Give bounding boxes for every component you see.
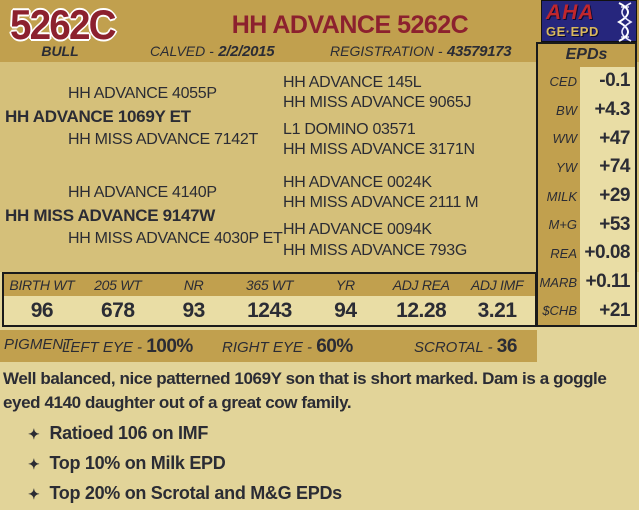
registration-label: REGISTRATION - xyxy=(330,43,443,59)
registration-value: 43579173 xyxy=(446,43,512,60)
epd-value: +4.3 xyxy=(594,99,630,120)
epd-row: MILK +29 xyxy=(538,181,635,211)
performance-value: 93 xyxy=(182,299,205,322)
epd-value: +74 xyxy=(599,156,630,178)
epd-label: MARB xyxy=(538,267,580,297)
epd-row: BW +4.3 xyxy=(538,95,635,125)
bullet-item: ✦ Top 20% on Scrotal and M&G EPDs xyxy=(28,483,342,510)
ge-epd-logo-text: GE·EPD xyxy=(546,24,599,39)
description-text: Well balanced, nice patterned 1069Y son … xyxy=(3,369,607,412)
epd-value: +47 xyxy=(599,127,630,149)
pedigree-panel: HH ADVANCE 4055P HH ADVANCE 1069Y ET HH … xyxy=(0,62,639,272)
performance-value: 94 xyxy=(334,299,357,322)
epd-label: CED xyxy=(538,67,580,96)
calved-value: 2/2/2015 xyxy=(218,43,275,60)
star-bullet-icon: ✦ xyxy=(28,426,40,442)
scrotal-value: 36 xyxy=(496,336,518,357)
pedigree-gen3-name: HH MISS ADVANCE 3171N xyxy=(283,141,475,158)
epd-row: $CHB +21 xyxy=(538,296,635,326)
performance-column-header: 365 WT xyxy=(245,277,294,293)
pedigree-sire-granddam: HH MISS ADVANCE 7142T xyxy=(68,131,258,148)
dna-helix-icon xyxy=(617,2,633,42)
star-bullet-icon: ✦ xyxy=(28,486,40,502)
epd-label: REA xyxy=(538,239,580,268)
epd-label: WW xyxy=(538,124,580,154)
epd-panel: EPDs CED -0.1 BW +4.3 WW +47 YW +74 MILK +29 … xyxy=(536,42,637,327)
performance-column-header: YR xyxy=(335,277,355,293)
performance-column-header: ADJ REA xyxy=(392,277,450,293)
highlight-bullets: ✦ Ratioed 106 on IMF ✦ Top 10% on Milk EPD… xyxy=(28,423,342,510)
bullet-text: Top 20% on Scrotal and M&G EPDs xyxy=(49,483,342,503)
bullet-item: ✦ Top 10% on Milk EPD xyxy=(28,453,342,483)
pigment-bar: PIGMENT LEFT EYE - 100% RIGHT EYE - 60% … xyxy=(0,330,537,362)
performance-column-header: 205 WT xyxy=(94,277,142,293)
scrotal-label: SCROTAL - xyxy=(414,339,497,356)
lot-number: 5262C xyxy=(10,1,117,48)
epd-label: MILK xyxy=(538,181,580,211)
epd-label: $CHB xyxy=(538,296,580,326)
pedigree-gen3-name: L1 DOMINO 03571 xyxy=(283,121,416,138)
sex-label: BULL xyxy=(41,43,79,59)
epd-row: REA +0.08 xyxy=(538,239,635,268)
calved-label: CALVED - xyxy=(150,43,214,59)
epd-value: +53 xyxy=(599,213,630,235)
performance-value: 678 xyxy=(101,299,135,322)
right-eye-label: RIGHT EYE - xyxy=(222,339,317,356)
epd-panel-header: EPDs xyxy=(538,44,635,67)
bullet-text: Top 10% on Milk EPD xyxy=(49,453,226,473)
epd-value: +0.08 xyxy=(584,242,630,264)
epd-value: -0.1 xyxy=(599,70,630,92)
performance-value: 1243 xyxy=(247,299,292,322)
header-band: 5262C HH ADVANCE 5262C BULL CALVED - 2/2… xyxy=(0,0,639,62)
pedigree-dam: HH MISS ADVANCE 9147W xyxy=(5,206,216,225)
epd-value: +29 xyxy=(599,185,630,207)
pedigree-gen3-name: HH MISS ADVANCE 793G xyxy=(283,242,467,259)
pedigree-gen3-name: HH ADVANCE 0094K xyxy=(283,221,432,238)
epd-row: M+G +53 xyxy=(538,210,635,240)
epd-label: BW xyxy=(538,95,580,125)
performance-column-header: BIRTH WT xyxy=(9,277,75,293)
pigment-label: PIGMENT xyxy=(4,336,73,353)
performance-column-header: ADJ IMF xyxy=(470,277,524,293)
left-eye-label: LEFT EYE - xyxy=(62,339,147,356)
epd-row: MARB +0.11 xyxy=(538,267,635,297)
performance-value: 12.28 xyxy=(396,299,447,322)
aha-ge-epd-logo: AHA GE·EPD xyxy=(541,0,637,42)
star-bullet-icon: ✦ xyxy=(28,456,40,472)
animal-name-title: HH ADVANCE 5262C xyxy=(231,11,469,39)
left-eye-field: LEFT EYE - 100% xyxy=(62,336,193,358)
left-eye-value: 100% xyxy=(146,336,193,357)
performance-value: 3.21 xyxy=(477,299,517,322)
pedigree-sire: HH ADVANCE 1069Y ET xyxy=(5,107,191,126)
pedigree-gen3-name: HH ADVANCE 0024K xyxy=(283,174,432,191)
epd-label: YW xyxy=(538,153,580,182)
performance-value: 96 xyxy=(30,299,54,322)
calved-field: CALVED - 2/2/2015 xyxy=(150,43,275,61)
epd-label: M+G xyxy=(538,210,580,240)
performance-column-header: NR xyxy=(183,277,204,293)
epd-row: YW +74 xyxy=(538,153,635,182)
pedigree-gen3-name: HH MISS ADVANCE 9065J xyxy=(283,94,472,111)
performance-table-header-row: BIRTH WT 205 WT NR 365 WT YR ADJ REA ADJ… xyxy=(4,274,535,296)
pedigree-dam-grandsire: HH ADVANCE 4140P xyxy=(68,184,217,201)
aha-logo-text: AHA xyxy=(546,1,595,24)
epd-value: +21 xyxy=(599,299,630,321)
pedigree-gen3-name: HH MISS ADVANCE 2111 M xyxy=(283,194,479,211)
right-eye-value: 60% xyxy=(316,336,353,357)
pedigree-dam-granddam: HH MISS ADVANCE 4030P ET xyxy=(68,230,283,247)
pedigree-gen3-name: HH ADVANCE 145L xyxy=(283,74,422,91)
epd-value: +0.11 xyxy=(585,271,630,293)
scrotal-field: SCROTAL - 36 xyxy=(414,336,517,358)
right-eye-field: RIGHT EYE - 60% xyxy=(222,336,353,358)
bullet-text: Ratioed 106 on IMF xyxy=(49,423,209,443)
epd-row: CED -0.1 xyxy=(538,67,635,96)
epd-row: WW +47 xyxy=(538,124,635,154)
performance-table: BIRTH WT 205 WT NR 365 WT YR ADJ REA ADJ… xyxy=(2,272,537,327)
bullet-item: ✦ Ratioed 106 on IMF xyxy=(28,423,342,453)
registration-field: REGISTRATION - 43579173 xyxy=(330,43,512,61)
pedigree-sire-grandsire: HH ADVANCE 4055P xyxy=(68,85,217,102)
performance-table-value-row: 96 678 93 1243 94 12.28 3.21 xyxy=(4,296,535,325)
